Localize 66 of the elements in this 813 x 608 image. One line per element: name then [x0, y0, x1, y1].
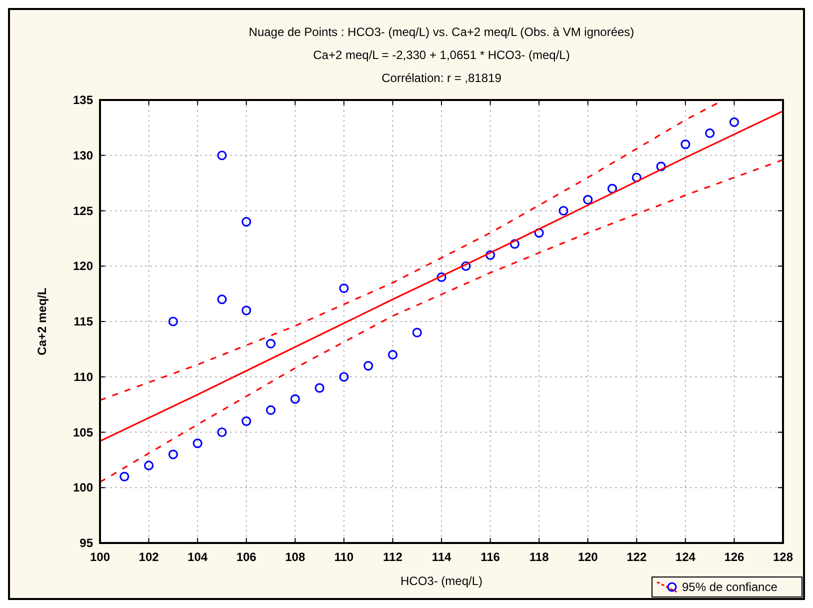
point	[217, 150, 227, 160]
x-tick-label: 104	[188, 550, 208, 564]
y-tick-label: 130	[72, 148, 94, 162]
point	[192, 438, 202, 448]
x-tick-label: 112	[383, 550, 403, 564]
x-tick-label: 128	[772, 550, 794, 564]
point	[534, 228, 544, 238]
line-series	[100, 159, 783, 483]
x-tick-label: 108	[285, 550, 306, 564]
x-tick-label: 114	[432, 550, 452, 564]
y-tick-label: 105	[72, 425, 94, 440]
point	[485, 250, 496, 260]
point	[461, 261, 471, 271]
point	[364, 361, 374, 371]
x-tick-label: 116	[480, 550, 500, 564]
y-axis-title: Ca+2 meq/L	[35, 288, 49, 356]
point	[510, 239, 520, 249]
point	[388, 350, 398, 360]
text: Corrélation: r = ,81819	[382, 71, 502, 85]
point	[242, 217, 252, 227]
point	[217, 294, 227, 304]
point	[656, 162, 666, 172]
point	[607, 184, 618, 194]
point	[266, 405, 276, 415]
y-tick-label: 110	[74, 370, 94, 384]
point	[266, 338, 276, 348]
point	[583, 194, 593, 204]
point	[242, 416, 252, 426]
chart-subtitle: Ca+2 meq/L = -2,330 + 1,0651 * HCO3- (meq/L)	[313, 48, 570, 62]
x-tick-label: 118	[529, 550, 550, 564]
chart-title: Nuage de Points : HCO3- (meq/L) vs. Ca+2 meq/L (Obs. à VM ignorées)	[248, 25, 634, 39]
line-series	[100, 110, 783, 442]
x-tick-label: 100	[90, 550, 110, 564]
point	[217, 427, 227, 438]
point	[314, 383, 324, 393]
point	[290, 394, 300, 404]
x-tick-label: 110	[334, 550, 354, 564]
line-series	[100, 102, 718, 401]
x-axis-title: HCO3- (meq/L)	[400, 574, 483, 588]
point	[412, 328, 422, 338]
x-tick-label: 102	[138, 550, 160, 564]
point	[705, 128, 715, 138]
y-tick-label: 100	[72, 480, 94, 495]
x-tick-label: 106	[236, 550, 257, 564]
point	[144, 460, 154, 470]
y-tick-label: 125	[72, 204, 94, 218]
y-tick-label: 115	[74, 314, 94, 328]
point	[242, 306, 252, 316]
x-tick-label: 122	[626, 550, 647, 564]
point	[339, 283, 349, 294]
legend-label: 95% de confiance	[682, 580, 778, 594]
point	[120, 472, 130, 482]
y-tick-label: 120	[72, 259, 94, 274]
point	[729, 117, 740, 127]
point	[632, 172, 642, 182]
point	[339, 372, 349, 382]
point	[558, 206, 568, 216]
point	[168, 450, 178, 460]
point	[680, 140, 690, 150]
point	[168, 316, 178, 326]
x-tick-label: 126	[724, 550, 745, 564]
y-tick-label: 95	[80, 536, 94, 550]
y-tick-label: 135	[72, 93, 94, 107]
x-tick-label: 120	[578, 550, 598, 564]
x-tick-label: 124	[675, 550, 696, 564]
point	[436, 272, 446, 282]
